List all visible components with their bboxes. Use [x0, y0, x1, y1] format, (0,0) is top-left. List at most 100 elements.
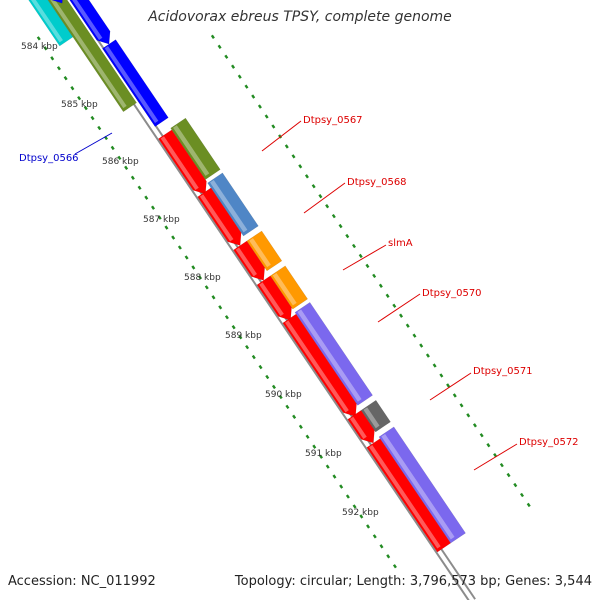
gene-features — [28, 0, 466, 553]
gc-dot-outer — [513, 482, 518, 488]
gc-dot-inner — [379, 544, 384, 549]
gc-dot-inner — [77, 95, 82, 101]
gene-label-1: Dtpsy_0567 — [303, 115, 363, 126]
gc-dot-inner — [278, 394, 283, 400]
backbone-outer — [62, 0, 476, 600]
gc-dot-inner — [352, 504, 357, 509]
gene-leader-4 — [377, 293, 421, 323]
gene-cyan-shine — [31, 0, 63, 43]
cds-slma-shine — [235, 247, 257, 277]
gc-dot-outer — [237, 74, 242, 79]
gc-dot-outer — [351, 243, 357, 249]
gc-dot-inner — [339, 484, 344, 489]
kbp-ticks: 584 kbp 585 kbp 586 kbp 587 kbp 588 kbp 589 k… — [21, 42, 379, 518]
accession-text: Accession: NC_011992 — [8, 574, 156, 589]
gc-dot-outer — [365, 263, 370, 269]
gene-steelblue-dtpsy0568-shine — [210, 179, 248, 233]
gc-dot-outer — [217, 44, 222, 49]
gc-dot-inner — [191, 265, 196, 270]
gene-blue-a — [50, 0, 63, 4]
gc-dot-inner — [386, 554, 391, 559]
gc-dot-outer — [358, 253, 363, 259]
gc-dot-inner — [177, 245, 182, 250]
gene-label-2: Dtpsy_0568 — [347, 177, 407, 188]
gc-dot-outer — [231, 64, 236, 69]
gc-dot-inner — [359, 514, 364, 519]
gc-dot-inner — [151, 205, 156, 210]
tick-label-0: 584 kbp — [21, 42, 58, 52]
gc-dot-outer — [526, 502, 531, 508]
cds-next — [366, 438, 451, 553]
gc-dot-outer — [264, 114, 269, 119]
gc-dot-outer — [278, 134, 283, 139]
gc-dot-inner — [157, 215, 162, 220]
gc-dot-outer — [446, 383, 451, 388]
gc-dot-inner — [372, 534, 377, 539]
gc-dot-inner — [271, 384, 276, 390]
gene-olive-left — [47, 0, 137, 113]
gc-dot-outer — [304, 174, 309, 179]
gc-dot-inner — [83, 105, 88, 111]
gc-dot-inner — [110, 145, 115, 151]
gc-dot-inner — [117, 155, 122, 161]
gene-slate-next-shine — [381, 433, 455, 540]
genome-backbone — [62, 0, 476, 600]
gc-dot-outer — [425, 353, 430, 358]
gc-dot-inner — [258, 364, 263, 370]
gc-dot-inner — [245, 344, 250, 350]
gc-dot-inner — [332, 474, 337, 479]
gc-dot-inner — [292, 414, 297, 420]
cds-dtpsy0567-shine — [160, 136, 199, 190]
gc-dot-outer — [506, 472, 511, 478]
gc-dot-inner — [251, 354, 256, 360]
gc-dot-outer — [399, 313, 404, 318]
gc-dot-inner — [130, 175, 135, 180]
tick-label-2: 586 kbp — [102, 157, 139, 167]
gc-dot-outer — [412, 333, 417, 338]
gc-dot-outer — [325, 203, 330, 209]
gene-orange-dtpsy0570 — [269, 265, 308, 310]
gc-dot-outer — [244, 84, 249, 89]
gene-leader-0 — [74, 132, 113, 155]
gene-label-3: slmA — [388, 238, 413, 249]
gc-dot-outer — [372, 273, 377, 279]
gene-blue-c-shine — [104, 46, 159, 123]
gc-dot-inner — [298, 424, 303, 429]
gene-orange-dtpsy0570-shine — [272, 272, 297, 306]
gc-dot-inner — [345, 494, 350, 499]
cds-dtpsy0570-shine — [259, 282, 284, 317]
tick-label-7: 591 kbp — [305, 449, 342, 459]
gc-dot-inner — [137, 185, 142, 190]
gene-blue-b — [69, 0, 111, 45]
gc-dot-outer — [452, 393, 457, 398]
gc-dot-outer — [419, 343, 424, 348]
gc-dot-inner — [325, 464, 330, 469]
gc-dot-inner — [184, 255, 189, 260]
gc-dot-outer — [472, 423, 477, 428]
gc-dot-outer — [378, 283, 383, 289]
gc-dot-inner — [124, 165, 129, 171]
gc-dot-outer — [345, 233, 350, 239]
map-title: Acidovorax ebreus TPSY, complete genome — [148, 9, 452, 25]
cds-dtpsy0572 — [347, 410, 375, 444]
gc-dot-outer — [405, 323, 410, 328]
gene-leader-5 — [429, 372, 472, 401]
cds-dtpsy0572-shine — [349, 416, 367, 439]
gc-dot-outer — [291, 154, 296, 159]
gc-dot-inner — [50, 56, 55, 61]
gene-label-4: Dtpsy_0570 — [422, 288, 482, 299]
gc-dot-inner — [164, 225, 169, 230]
gc-dot-inner — [204, 285, 209, 290]
tick-label-6: 590 kbp — [265, 390, 302, 400]
gc-dot-outer — [338, 223, 343, 229]
gc-dot-outer — [284, 144, 289, 149]
gc-dot-outer — [298, 164, 303, 169]
gene-label-6: Dtpsy_0572 — [519, 437, 579, 448]
gene-leader-2 — [303, 182, 346, 214]
gc-dot-inner — [366, 524, 371, 529]
gene-orange-slma-shine — [249, 238, 271, 268]
gc-dot-outer — [466, 413, 471, 418]
cds-dtpsy0568 — [197, 187, 242, 246]
